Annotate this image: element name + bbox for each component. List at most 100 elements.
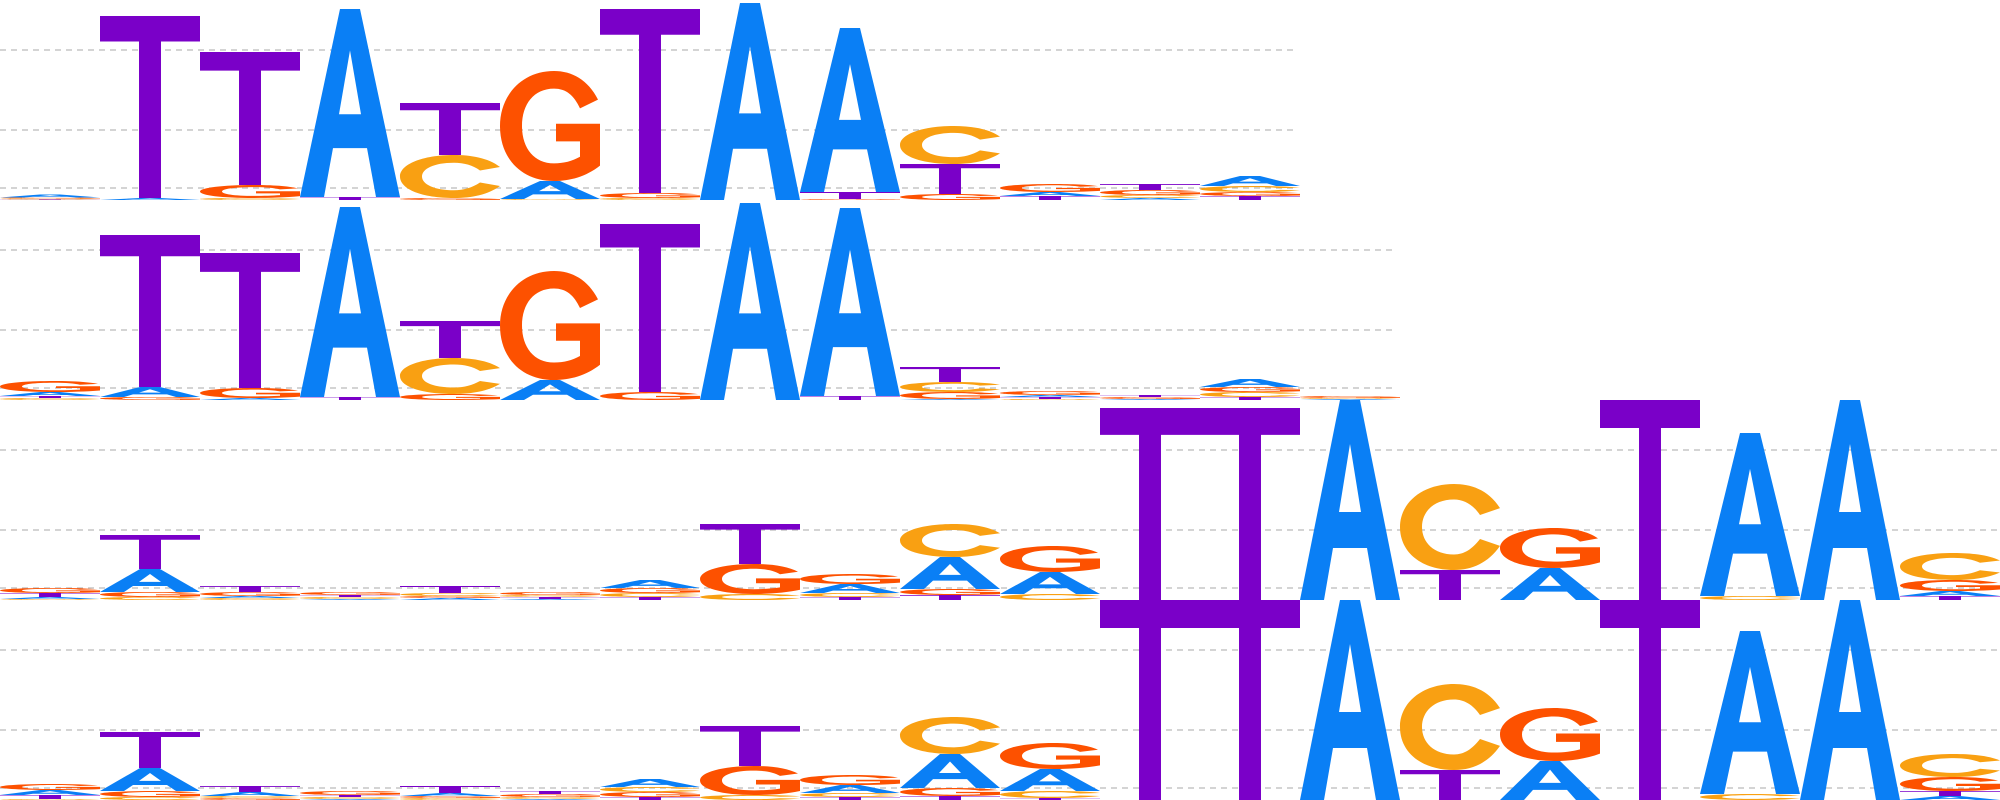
glyph-g [1000,184,1100,192]
glyph-c [200,598,300,600]
glyph-a [1100,399,1200,400]
glyph-a [1000,192,1100,196]
glyph-a [1700,631,1800,794]
glyph-t [1200,397,1300,400]
glyph-t [800,396,900,400]
glyph-t [1100,600,1200,800]
glyph-t [600,224,700,392]
glyph-a [500,380,600,400]
glyph-c [900,382,1000,392]
glyph-a [600,580,700,588]
glyph-t [300,795,400,797]
glyph-g [900,194,1000,200]
glyph-t [800,192,900,199]
glyph-t [0,396,100,398]
glyph-t [100,16,200,198]
glyph-g [1500,528,1600,568]
glyph-g [0,588,100,593]
glyph-a [1200,176,1300,186]
glyph-t [1200,196,1300,200]
glyph-c [500,797,600,799]
glyph-c [600,593,700,597]
glyph-c [300,597,400,599]
glyph-g [1900,777,2000,791]
glyph-a [100,768,200,791]
glyph-t [400,103,500,155]
glyph-c [800,593,900,597]
glyph-a [400,793,500,796]
glyph-c [400,155,500,198]
glyph-t [0,199,100,200]
glyph-a [500,599,600,600]
glyph-c [900,717,1000,754]
glyph-g [1200,192,1300,196]
glyph-a [1700,433,1800,596]
glyph-t [200,253,300,388]
glyph-t [1200,408,1300,600]
glyph-t [1900,791,2000,796]
glyph-g [800,574,900,584]
glyph-a [400,598,500,600]
glyph-g [500,71,600,181]
glyph-c [1900,754,2000,777]
glyph-g [1100,190,1200,195]
glyph-g [800,199,900,200]
glyph-a [1100,198,1200,200]
glyph-a [200,398,300,400]
glyph-g [500,794,600,797]
glyph-t [0,593,100,597]
glyph-t [400,586,500,593]
glyph-a [1900,591,2000,596]
glyph-t [100,732,200,768]
glyph-t [800,597,900,600]
glyph-c [1400,484,1500,570]
glyph-a [900,399,1000,400]
glyph-a [1000,395,1100,397]
glyph-a [1300,400,1400,600]
glyph-a [0,194,100,198]
glyph-a [1800,600,1900,800]
glyph-t [400,321,500,358]
glyph-c [1300,398,1400,399]
glyph-t [1900,596,2000,600]
glyph-t [1600,400,1700,600]
glyph-t [500,791,600,794]
glyph-g [200,388,300,398]
glyph-c [1200,392,1300,397]
glyph-t [200,586,300,592]
glyph-c [700,795,800,800]
glyph-a [100,387,200,397]
glyph-t [400,786,500,793]
glyph-a [800,584,900,593]
glyph-c [600,198,700,200]
glyph-c [300,797,400,799]
glyph-a [0,392,100,396]
glyph-g [1000,546,1100,572]
glyph-g [500,271,600,380]
glyph-t [300,197,400,200]
glyph-a [100,198,200,200]
glyph-g [600,392,700,400]
glyph-t [1200,600,1300,800]
glyph-a [700,3,800,200]
glyph-t [1000,196,1100,200]
glyph-g [1000,391,1100,395]
glyph-g [300,592,400,595]
glyph-g [100,592,200,597]
glyph-g [200,592,300,596]
glyph-c [200,198,300,200]
glyph-t [300,595,400,597]
glyph-a [1000,769,1100,791]
glyph-t [900,595,1000,600]
glyph-t [900,164,1000,194]
glyph-g [800,775,900,785]
glyph-t [1100,395,1200,397]
glyph-g [1300,396,1400,398]
glyph-g [300,791,400,795]
glyph-g [1900,580,2000,591]
glyph-t [700,726,800,766]
glyph-a [300,599,400,600]
glyph-c [1700,794,1800,800]
glyph-t [100,235,200,387]
glyph-t [900,796,1000,800]
